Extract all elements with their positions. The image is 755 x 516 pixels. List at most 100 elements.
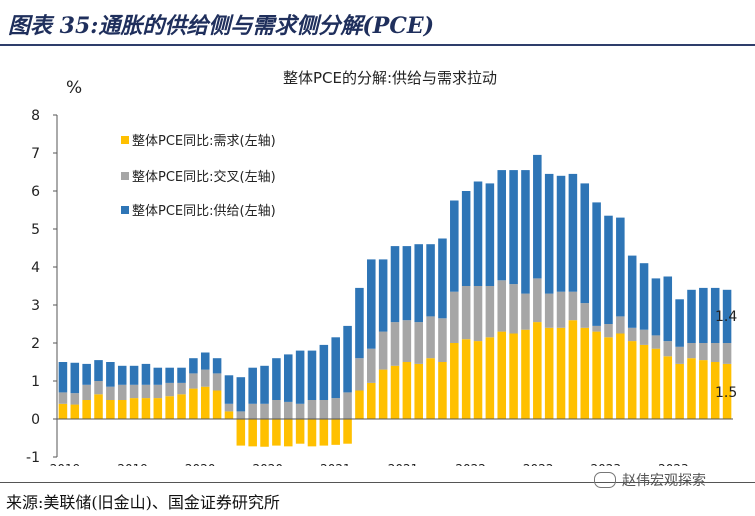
bar-segment-series-2 — [224, 375, 234, 404]
bar-segment-series-2 — [450, 200, 459, 292]
y-tick-label: 7 — [31, 146, 40, 162]
bar-segment-series-2 — [497, 170, 507, 281]
title-divider — [0, 44, 755, 46]
bar-segment-series-1 — [616, 316, 625, 334]
bar-segment-series-1 — [461, 286, 471, 340]
bar-segment-series-0 — [307, 419, 317, 447]
bar-segment-series-2 — [58, 362, 68, 393]
bar-segment-series-0 — [639, 344, 649, 419]
x-tick-label: 2020 — [253, 462, 284, 466]
bar-segment-series-1 — [153, 384, 163, 399]
bar-segment-series-2 — [414, 244, 423, 323]
bar-segment-series-0 — [141, 398, 151, 419]
bar-segment-series-0 — [651, 348, 661, 419]
bar-segment-series-2 — [212, 358, 222, 374]
bar-segment-series-2 — [687, 289, 696, 343]
bar-segment-series-1 — [319, 400, 329, 419]
x-tick-label: 2022 — [523, 462, 554, 466]
bar-segment-series-0 — [568, 320, 578, 419]
watermark-text: 赵伟宏观探索 — [622, 473, 706, 489]
bar-segment-series-0 — [473, 341, 483, 419]
bar-segment-series-1 — [639, 329, 649, 345]
bar-segment-series-1 — [224, 403, 234, 412]
bar-segment-series-1 — [70, 393, 80, 405]
bar-segment-series-0 — [710, 362, 720, 419]
bar-segment-series-1 — [141, 384, 151, 399]
bar-segment-series-0 — [260, 419, 269, 447]
bar-segment-series-0 — [485, 337, 495, 419]
bar-segment-series-1 — [106, 386, 115, 400]
bar-segment-series-1 — [189, 373, 198, 389]
bar-segment-series-1 — [378, 331, 388, 370]
bar-segment-series-1 — [117, 384, 127, 400]
bar-segment-series-0 — [414, 363, 423, 419]
bar-segment-series-0 — [722, 363, 732, 419]
bar-segment-series-1 — [426, 316, 435, 359]
bar-segment-series-0 — [70, 404, 80, 419]
x-tick-label: 2020 — [185, 462, 216, 466]
bar-segment-series-2 — [639, 263, 649, 330]
bar-segment-series-2 — [533, 154, 542, 279]
bar-segment-series-2 — [355, 287, 364, 359]
bar-segment-series-2 — [390, 246, 400, 323]
legend-swatch — [121, 172, 129, 180]
bar-segment-series-1 — [485, 286, 495, 338]
bar-segment-series-2 — [367, 259, 376, 349]
annotation-label: 1.4 — [715, 309, 737, 325]
bar-segment-series-1 — [402, 320, 412, 362]
bar-segment-series-2 — [165, 367, 174, 383]
bar-segment-series-1 — [604, 324, 613, 338]
bar-segment-series-1 — [438, 318, 447, 362]
y-tick-label: 2 — [31, 336, 40, 352]
bar-segment-series-1 — [580, 303, 590, 328]
bar-segment-series-0 — [461, 339, 471, 419]
wechat-icon — [594, 472, 616, 488]
bar-segment-series-2 — [568, 173, 578, 292]
footer-divider — [0, 482, 755, 483]
annotations: 1.4 1.5 — [715, 309, 737, 401]
bar-segment-series-2 — [189, 358, 198, 374]
bar-segment-series-2 — [485, 183, 495, 286]
bar-segment-series-2 — [509, 170, 518, 285]
y-tick-label: 3 — [31, 298, 40, 314]
bar-segment-series-0 — [616, 333, 625, 419]
bar-segment-series-1 — [129, 384, 139, 399]
bar-segment-series-0 — [497, 331, 507, 419]
bar-segment-series-0 — [378, 369, 388, 419]
bar-segment-series-0 — [544, 327, 554, 419]
bar-segment-series-2 — [307, 350, 317, 400]
bar-segment-series-0 — [402, 362, 412, 419]
bar-segment-series-0 — [58, 403, 68, 419]
bar-segment-series-0 — [129, 398, 139, 419]
legend-swatch — [121, 206, 129, 214]
bar-segment-series-1 — [295, 403, 305, 419]
bar-segment-series-1 — [568, 291, 578, 321]
bar-segment-series-0 — [390, 365, 400, 419]
bar-segment-series-0 — [224, 411, 234, 419]
bar-segment-series-0 — [295, 419, 305, 444]
bar-segment-series-2 — [592, 202, 601, 326]
bar-segment-series-2 — [438, 238, 447, 319]
bar-segment-series-1 — [627, 327, 637, 342]
bar-segment-series-0 — [450, 343, 459, 419]
bar-segment-series-0 — [663, 356, 673, 419]
bar-segment-series-0 — [165, 396, 174, 419]
bar-segment-series-1 — [272, 400, 281, 419]
bar-segment-series-1 — [497, 280, 507, 332]
source-note: 来源:美联储(旧金山)、国金证券研究所 — [6, 493, 280, 512]
bar-segment-series-1 — [710, 343, 720, 362]
bar-segment-series-0 — [699, 360, 708, 419]
bar-segment-series-1 — [343, 392, 352, 419]
bar-segment-series-0 — [177, 394, 186, 419]
y-axis-label: % — [66, 78, 82, 98]
bar-segment-series-0 — [355, 390, 364, 419]
bars — [58, 154, 732, 447]
bar-segment-series-0 — [236, 419, 246, 446]
bar-segment-series-2 — [117, 365, 127, 385]
x-tick-label: 2021 — [388, 462, 419, 466]
bar-segment-series-0 — [212, 390, 222, 419]
bar-segment-series-1 — [509, 284, 518, 334]
bar-segment-series-2 — [699, 287, 708, 343]
bar-segment-series-1 — [236, 411, 246, 419]
bar-segment-series-1 — [367, 348, 376, 383]
